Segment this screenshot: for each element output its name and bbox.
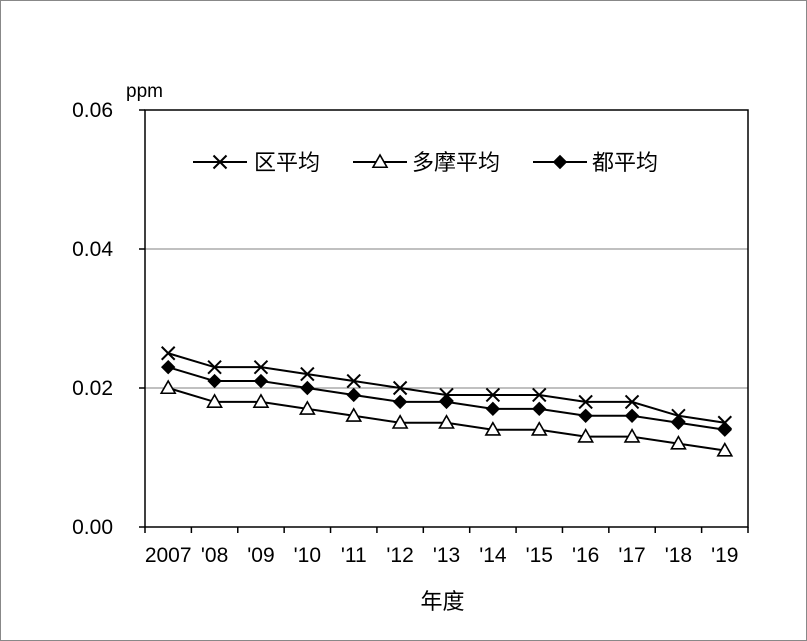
series-group <box>159 346 734 457</box>
data-point <box>298 400 316 415</box>
data-point <box>671 415 686 430</box>
legend-label: 区平均 <box>254 151 320 176</box>
y-tick-label: 0.06 <box>72 99 113 122</box>
y-axis-ticks: 0.00 0.02 0.04 0.06 <box>72 99 145 539</box>
x-tick-label: '15 <box>526 544 553 567</box>
x-tick-label: 2007 <box>145 544 192 567</box>
y-tick-label: 0.00 <box>72 516 113 539</box>
x-tick-label: '08 <box>201 544 228 567</box>
data-point <box>624 394 640 410</box>
data-point <box>253 373 269 389</box>
legend-item-1: 多摩平均 <box>353 151 500 176</box>
x-tick-label: '14 <box>479 544 507 567</box>
legend-item-2: 都平均 <box>533 151 658 176</box>
data-point <box>624 408 640 424</box>
y-tick-label: 0.04 <box>72 238 113 261</box>
data-point <box>485 401 501 417</box>
data-point <box>532 401 547 417</box>
legend-marker <box>371 153 389 169</box>
data-point <box>253 359 269 375</box>
data-point <box>346 387 361 403</box>
legend-item-0: 区平均 <box>193 151 320 176</box>
data-point <box>578 408 593 424</box>
data-point <box>346 373 361 389</box>
data-point <box>345 407 363 422</box>
data-point <box>530 421 548 436</box>
x-axis-label: 年度 <box>420 590 464 615</box>
data-point <box>485 387 501 403</box>
unit-label: ppm <box>126 81 163 102</box>
legend-marker <box>212 154 228 170</box>
data-point <box>252 393 270 408</box>
legend-marker <box>552 154 568 170</box>
x-tick-label: '11 <box>341 544 367 567</box>
data-point <box>207 359 222 375</box>
data-point <box>392 380 408 396</box>
data-point <box>159 379 177 395</box>
data-point <box>578 394 593 410</box>
gridlines <box>145 248 748 389</box>
x-tick-label: '18 <box>665 544 692 567</box>
data-point <box>577 428 595 443</box>
x-tick-label: '10 <box>294 544 321 567</box>
data-point <box>439 394 454 410</box>
data-point <box>438 414 455 429</box>
data-point <box>484 421 502 436</box>
x-tick-label: '09 <box>247 544 274 567</box>
x-axis-ticks: 2007 '08 '09 '10 '11 '12 '13 '14 '15 '16 '17 '18 '19 <box>144 527 749 567</box>
data-point <box>532 387 547 403</box>
legend-label: 都平均 <box>592 151 658 176</box>
x-tick-label: '12 <box>386 544 413 567</box>
x-tick-label: '17 <box>618 544 645 567</box>
legend-label: 多摩平均 <box>412 151 500 176</box>
legend: 区平均 多摩平均 都平均 <box>193 151 658 176</box>
data-point <box>300 380 315 396</box>
data-point <box>160 346 176 361</box>
data-point <box>392 394 408 410</box>
data-point <box>391 414 409 429</box>
x-tick-label: '13 <box>433 544 460 567</box>
x-tick-label: '16 <box>572 544 599 567</box>
series-2 <box>160 359 733 437</box>
data-point <box>717 422 733 437</box>
series-1 <box>159 379 734 457</box>
data-point <box>670 434 687 450</box>
data-point <box>716 441 734 457</box>
x-tick-label: '19 <box>711 544 738 567</box>
data-point <box>206 393 223 408</box>
y-tick-label: 0.02 <box>72 377 113 400</box>
data-point <box>160 359 176 375</box>
data-point <box>207 373 222 389</box>
plot-area <box>144 109 749 528</box>
data-point <box>623 428 641 443</box>
data-point <box>300 366 315 382</box>
